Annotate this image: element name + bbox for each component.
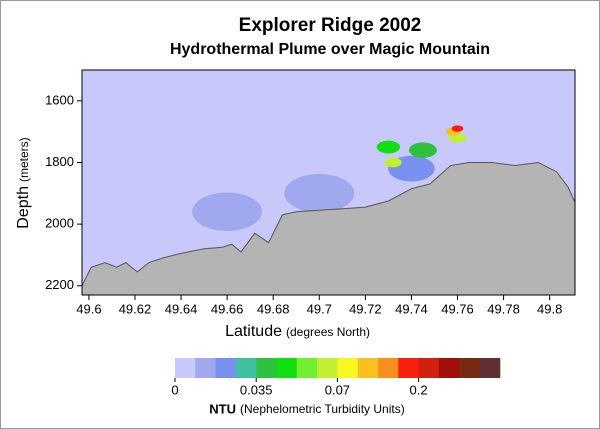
- y-tick-label: 2200: [45, 277, 74, 292]
- colorbar-subtitle: (Nephelometric Turbidity Units): [240, 402, 405, 416]
- colorbar-cell: [418, 358, 440, 378]
- colorbar-title: NTU: [209, 401, 236, 416]
- colorbar-cell: [438, 358, 460, 378]
- plume-contour: [408, 142, 437, 158]
- colorbar-cell: [175, 358, 196, 378]
- x-tick-label: 49.66: [211, 301, 244, 316]
- plume-contour: [384, 157, 402, 168]
- x-tick-label: 49.8: [537, 301, 562, 316]
- plume-contour: [376, 140, 401, 154]
- chart-title: Explorer Ridge 2002: [239, 15, 422, 36]
- y-tick-label: 2000: [45, 216, 74, 231]
- colorbar-cell: [296, 358, 318, 378]
- plume-contour: [451, 125, 464, 132]
- colorbar-cell: [235, 358, 257, 378]
- colorbar-cell: [378, 358, 399, 378]
- colorbar-cell: [398, 358, 420, 378]
- plume-contour: [284, 174, 355, 213]
- colorbar-cell: [479, 358, 501, 378]
- plume-contour: [192, 192, 263, 232]
- plot-area: [82, 70, 575, 295]
- seafloor: [82, 161, 575, 295]
- chart-subtitle: Hydrothermal Plume over Magic Mountain: [170, 41, 490, 58]
- x-tick-label: 49.7: [307, 301, 332, 316]
- x-tick-label: 49.62: [119, 301, 152, 316]
- colorbar-cell: [459, 358, 480, 378]
- x-tick-label: 49.64: [165, 301, 198, 316]
- y-tick-label: 1600: [45, 92, 74, 107]
- colorbar-cell: [215, 358, 237, 378]
- colorbar-cell: [357, 358, 379, 378]
- x-axis-unit: (degrees North): [286, 325, 370, 339]
- colorbar-cell: [256, 358, 277, 378]
- y-tick-label: 1800: [45, 154, 74, 169]
- colorbar-tick-label: 0.2: [410, 382, 428, 397]
- colorbar-cell: [195, 358, 217, 378]
- colorbar-cell: [276, 358, 298, 378]
- x-tick-label: 49.74: [395, 301, 428, 316]
- x-tick-label: 49.6: [76, 301, 101, 316]
- x-tick-label: 49.72: [349, 301, 382, 316]
- colorbar-cell: [337, 358, 359, 378]
- x-axis-label: Latitude: [225, 323, 282, 340]
- x-tick-label: 49.76: [441, 301, 474, 316]
- plot-border: [81, 69, 576, 296]
- colorbar-tick-label: 0.035: [240, 382, 273, 397]
- colorbar-cell: [317, 358, 338, 378]
- y-axis-label: Depth: [15, 186, 32, 229]
- y-axis-unit: (meters): [17, 137, 31, 182]
- x-tick-label: 49.78: [487, 301, 520, 316]
- colorbar-tick-label: 0: [171, 382, 178, 397]
- x-tick-label: 49.68: [257, 301, 290, 316]
- colorbar-tick-label: 0.07: [325, 382, 350, 397]
